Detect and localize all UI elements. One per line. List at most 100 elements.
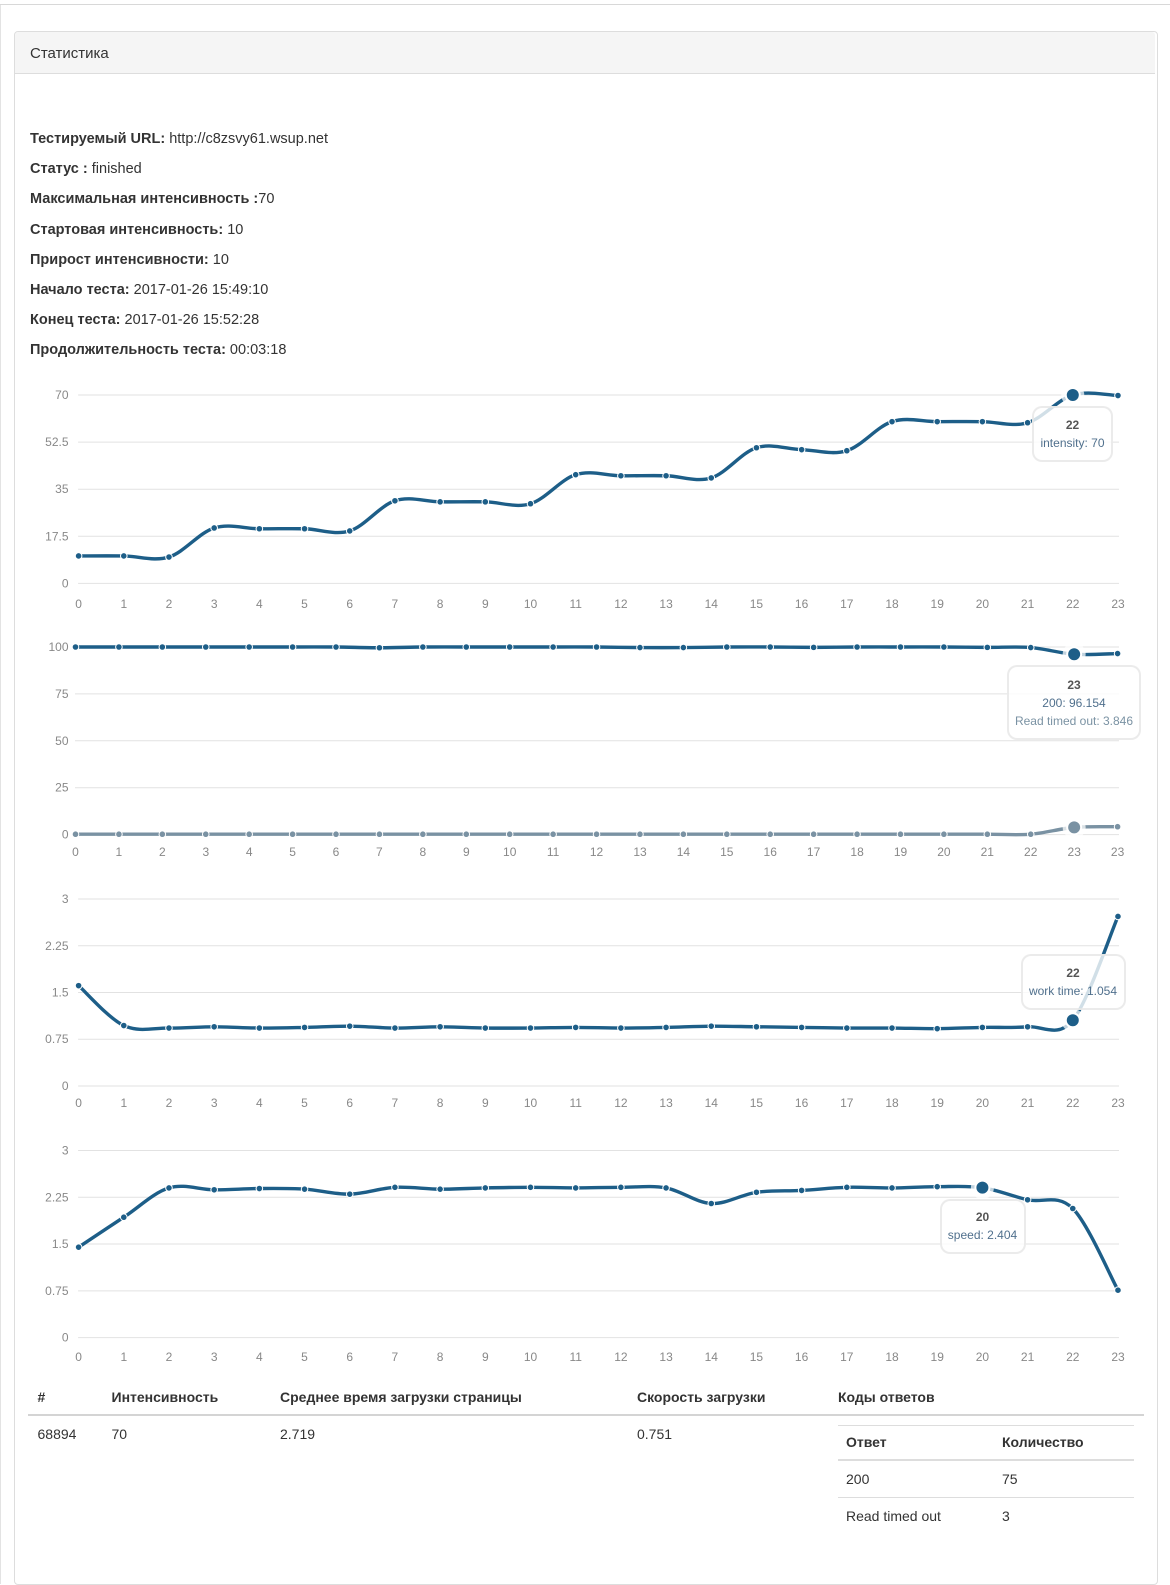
svg-text:50: 50 <box>55 734 69 748</box>
svg-text:5: 5 <box>301 1350 308 1364</box>
svg-text:14: 14 <box>705 597 719 611</box>
svg-text:2.25: 2.25 <box>45 939 69 953</box>
svg-text:7: 7 <box>392 1350 399 1364</box>
svg-text:19: 19 <box>931 1096 945 1110</box>
svg-text:21: 21 <box>981 845 995 859</box>
svg-text:75: 75 <box>55 687 69 701</box>
svg-text:6: 6 <box>333 845 340 859</box>
svg-text:12: 12 <box>614 1096 628 1110</box>
svg-text:15: 15 <box>750 1350 764 1364</box>
svg-text:3: 3 <box>62 892 69 906</box>
svg-text:22: 22 <box>1024 845 1038 859</box>
svg-text:4: 4 <box>256 597 263 611</box>
svg-text:0: 0 <box>62 1331 69 1345</box>
svg-text:5: 5 <box>301 1096 308 1110</box>
svg-text:17: 17 <box>840 597 854 611</box>
svg-text:0: 0 <box>75 597 82 611</box>
svg-text:20: 20 <box>976 597 990 611</box>
svg-text:3: 3 <box>211 1096 218 1110</box>
svg-text:9: 9 <box>482 597 489 611</box>
svg-text:8: 8 <box>437 1096 444 1110</box>
svg-text:17: 17 <box>840 1350 854 1364</box>
svg-text:16: 16 <box>795 597 809 611</box>
svg-text:4: 4 <box>256 1096 263 1110</box>
svg-text:1: 1 <box>120 1096 127 1110</box>
svg-text:10: 10 <box>524 1096 538 1110</box>
svg-text:14: 14 <box>677 845 691 859</box>
svg-text:20: 20 <box>976 1096 990 1110</box>
svg-text:2: 2 <box>166 1350 173 1364</box>
svg-text:7: 7 <box>392 1096 399 1110</box>
svg-text:1.5: 1.5 <box>52 1237 69 1251</box>
svg-text:5: 5 <box>301 597 308 611</box>
svg-text:15: 15 <box>750 1096 764 1110</box>
svg-text:6: 6 <box>346 1096 353 1110</box>
svg-text:16: 16 <box>795 1350 809 1364</box>
svg-text:10: 10 <box>524 1350 538 1364</box>
svg-text:8: 8 <box>437 1350 444 1364</box>
svg-text:3: 3 <box>211 597 218 611</box>
svg-text:20: 20 <box>937 845 951 859</box>
svg-text:3: 3 <box>202 845 209 859</box>
svg-text:22: 22 <box>1066 597 1080 611</box>
svg-text:17.5: 17.5 <box>45 529 69 543</box>
svg-text:8: 8 <box>420 845 427 859</box>
svg-text:16: 16 <box>764 845 778 859</box>
svg-text:11: 11 <box>569 597 582 611</box>
svg-text:52.5: 52.5 <box>45 435 69 449</box>
svg-text:23: 23 <box>1111 1350 1125 1364</box>
svg-text:9: 9 <box>482 1350 489 1364</box>
svg-text:25: 25 <box>55 781 69 795</box>
svg-text:18: 18 <box>885 1350 899 1364</box>
svg-text:0: 0 <box>75 1096 82 1110</box>
svg-text:20: 20 <box>976 1350 990 1364</box>
svg-text:19: 19 <box>931 1350 945 1364</box>
svg-text:4: 4 <box>246 845 253 859</box>
svg-text:0.75: 0.75 <box>45 1032 69 1046</box>
svg-text:9: 9 <box>482 1096 489 1110</box>
svg-text:1: 1 <box>120 1350 127 1364</box>
svg-text:2: 2 <box>166 1096 173 1110</box>
svg-text:0: 0 <box>62 1079 69 1093</box>
svg-text:17: 17 <box>807 845 821 859</box>
svg-text:13: 13 <box>659 597 673 611</box>
svg-text:10: 10 <box>503 845 517 859</box>
svg-text:16: 16 <box>795 1096 809 1110</box>
svg-text:21: 21 <box>1021 1350 1035 1364</box>
svg-text:2: 2 <box>159 845 166 859</box>
svg-text:12: 12 <box>614 597 628 611</box>
svg-text:4: 4 <box>256 1350 263 1364</box>
svg-text:18: 18 <box>850 845 864 859</box>
svg-text:15: 15 <box>720 845 734 859</box>
svg-text:19: 19 <box>931 597 945 611</box>
svg-text:14: 14 <box>705 1350 719 1364</box>
svg-text:6: 6 <box>346 597 353 611</box>
svg-text:1: 1 <box>120 597 127 611</box>
svg-text:35: 35 <box>55 482 69 496</box>
svg-text:22: 22 <box>1066 1096 1080 1110</box>
svg-text:11: 11 <box>569 1350 582 1364</box>
svg-text:14: 14 <box>705 1096 719 1110</box>
svg-text:23: 23 <box>1111 1096 1125 1110</box>
svg-text:8: 8 <box>437 597 444 611</box>
svg-text:12: 12 <box>590 845 604 859</box>
svg-text:15: 15 <box>750 597 764 611</box>
svg-text:23: 23 <box>1068 845 1082 859</box>
svg-text:18: 18 <box>885 1096 899 1110</box>
svg-text:23: 23 <box>1111 845 1125 859</box>
svg-text:1.5: 1.5 <box>52 986 69 1000</box>
svg-text:9: 9 <box>463 845 470 859</box>
svg-text:12: 12 <box>614 1350 628 1364</box>
svg-text:11: 11 <box>547 845 560 859</box>
svg-text:0: 0 <box>72 845 79 859</box>
svg-text:11: 11 <box>569 1096 582 1110</box>
svg-text:2: 2 <box>166 597 173 611</box>
svg-text:19: 19 <box>894 845 908 859</box>
svg-text:18: 18 <box>885 597 899 611</box>
svg-text:10: 10 <box>524 597 538 611</box>
svg-text:5: 5 <box>289 845 296 859</box>
svg-text:22: 22 <box>1066 1350 1080 1364</box>
svg-text:21: 21 <box>1021 1096 1035 1110</box>
svg-text:6: 6 <box>346 1350 353 1364</box>
svg-text:0.75: 0.75 <box>45 1284 69 1298</box>
